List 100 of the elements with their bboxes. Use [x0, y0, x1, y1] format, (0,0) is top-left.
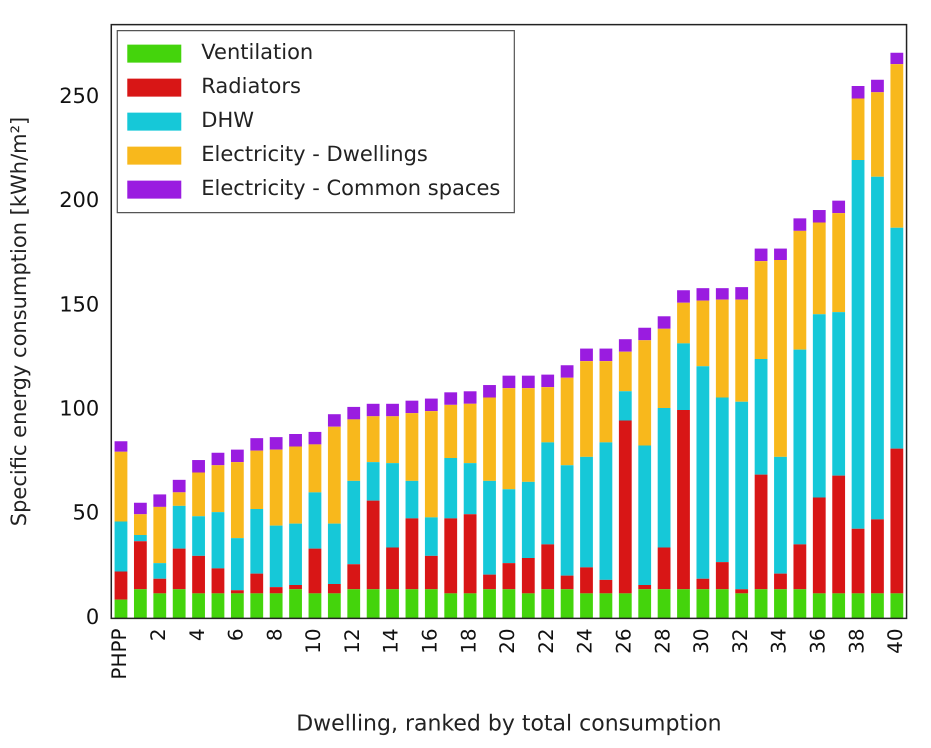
x-tick-label: 38 [844, 628, 868, 654]
x-tick-label: 12 [340, 628, 364, 654]
bar [871, 176, 884, 520]
bar [114, 572, 128, 600]
x-tick-label: 6 [224, 628, 248, 642]
bar [580, 567, 593, 594]
bar [270, 587, 283, 594]
bar [852, 593, 864, 618]
bar [483, 589, 496, 618]
bar [153, 563, 166, 579]
bar [328, 593, 341, 618]
bar [502, 388, 516, 490]
bar [793, 589, 806, 618]
bar [483, 574, 496, 590]
bar [638, 585, 652, 590]
legend-label: Electricity - Dwellings [201, 142, 428, 166]
bar [347, 564, 360, 590]
x-tick-label: 36 [805, 628, 830, 654]
bar [560, 378, 574, 466]
bar [153, 593, 166, 618]
bar [677, 410, 690, 590]
bar [832, 593, 846, 618]
bar [192, 516, 205, 556]
bar [406, 589, 418, 618]
bar [172, 492, 186, 506]
x-tick-label: 28 [650, 628, 674, 654]
bar [522, 593, 535, 618]
bar [754, 474, 768, 590]
bar [541, 387, 554, 442]
bar [230, 538, 244, 590]
bar [774, 260, 787, 457]
bar [366, 416, 380, 462]
bar [541, 374, 554, 388]
bar [890, 64, 904, 228]
bar [793, 218, 806, 231]
bar [464, 463, 477, 514]
bar [172, 480, 186, 492]
y-tick-label: 50 [72, 500, 100, 525]
x-tick-label: 40 [883, 628, 908, 654]
bar [812, 210, 826, 223]
bar [638, 589, 652, 618]
bar [618, 391, 632, 420]
bar [522, 558, 535, 594]
x-tick-label: 30 [689, 628, 714, 654]
bar [852, 86, 864, 99]
bar [444, 518, 458, 594]
bar [212, 512, 224, 568]
x-tick-label: 10 [301, 628, 326, 654]
legend-label: Radiators [201, 74, 301, 98]
bar [386, 589, 399, 618]
legend-label: Ventilation [201, 40, 314, 64]
bar [212, 568, 224, 594]
bar [541, 544, 554, 590]
bar [444, 458, 458, 518]
bar [308, 432, 322, 444]
bar [890, 593, 904, 618]
bar [696, 288, 710, 301]
bar [328, 524, 341, 584]
bar [716, 288, 729, 300]
x-tick-label: 4 [184, 628, 209, 642]
bar [172, 548, 186, 590]
bar [134, 589, 147, 618]
bar [658, 328, 670, 408]
y-tick-label: 250 [59, 84, 100, 108]
bar [716, 300, 729, 398]
bar [212, 593, 224, 618]
bar [890, 52, 904, 64]
bar [153, 578, 166, 594]
bar [696, 366, 710, 579]
bar [541, 442, 554, 544]
bar [483, 398, 496, 481]
bar [347, 419, 360, 481]
bar [366, 500, 380, 590]
bar [424, 411, 438, 518]
bar [502, 563, 516, 590]
legend-label: Electricity - Common spaces [201, 176, 500, 200]
bar [696, 589, 710, 618]
bar [580, 348, 593, 362]
bar [289, 589, 302, 618]
bar [890, 228, 904, 449]
bar [580, 456, 593, 568]
bar [230, 593, 244, 618]
bar [153, 494, 166, 507]
bar [328, 414, 341, 427]
bar [871, 80, 884, 92]
bar [812, 222, 826, 314]
bar [366, 462, 380, 501]
bar [502, 376, 516, 388]
bar [308, 444, 322, 492]
x-tick-label: 24 [572, 628, 597, 654]
bar [230, 590, 244, 594]
bar [424, 517, 438, 556]
bar [871, 92, 884, 177]
bar [172, 506, 186, 549]
bar [406, 518, 418, 590]
bar [774, 589, 787, 618]
bar [212, 452, 224, 466]
x-axis-title: Dwelling, ranked by total consumption [296, 712, 722, 737]
bar [600, 361, 612, 442]
bar [677, 302, 690, 344]
